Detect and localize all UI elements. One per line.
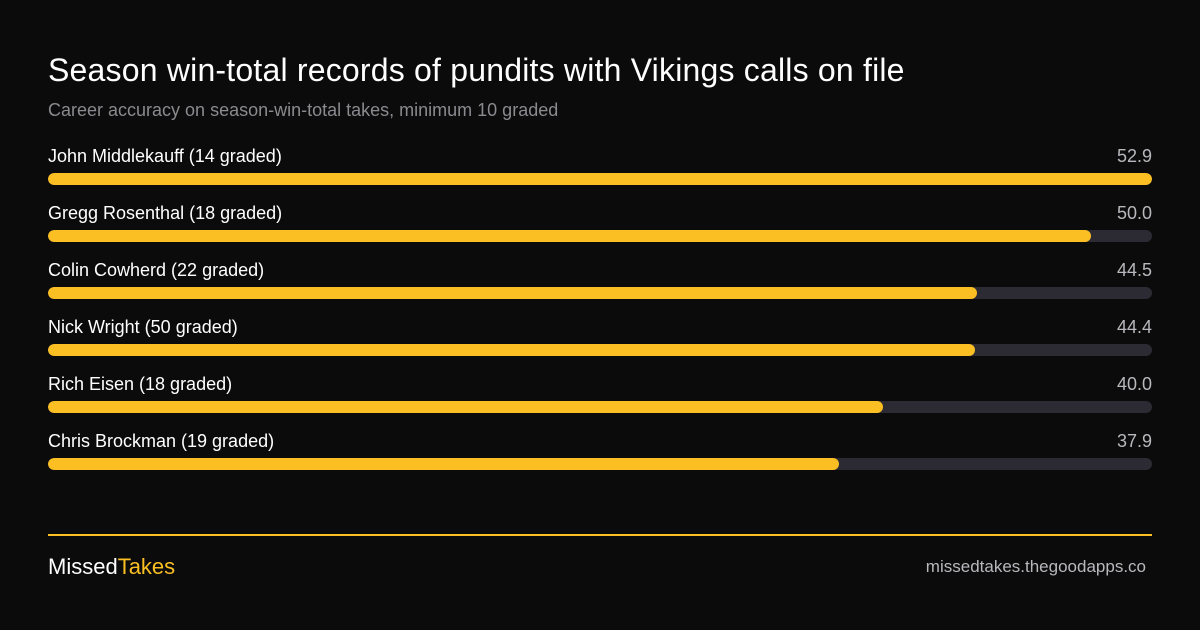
bar-fill xyxy=(48,401,883,413)
bar-row: Rich Eisen (18 graded) 40.0 xyxy=(48,371,1152,428)
bar-track xyxy=(48,173,1152,185)
brand-word-takes: Takes xyxy=(117,554,176,579)
bar-track xyxy=(48,230,1152,242)
footer-divider xyxy=(48,534,1152,536)
bar-label: Colin Cowherd (22 graded) xyxy=(48,260,265,280)
bar-row: Gregg Rosenthal (18 graded) 50.0 xyxy=(48,200,1152,257)
bar-fill xyxy=(48,230,1091,242)
chart-title: Season win-total records of pundits with… xyxy=(48,52,905,88)
bar-row: Chris Brockman (19 graded) 37.9 xyxy=(48,428,1152,485)
bar-fill xyxy=(48,344,975,356)
bar-label: Nick Wright (50 graded) xyxy=(48,317,238,337)
bar-list: John Middlekauff (14 graded) 52.9 Gregg Ro… xyxy=(48,143,1152,485)
bar-track xyxy=(48,401,1152,413)
chart-subtitle: Career accuracy on season-win-total take… xyxy=(48,100,559,120)
bar-track xyxy=(48,287,1152,299)
bar-value-label: 44.4 xyxy=(1116,317,1152,337)
bar-fill xyxy=(48,458,839,470)
bar-track xyxy=(48,344,1152,356)
bar-label: Gregg Rosenthal (18 graded) xyxy=(48,203,283,223)
bar-value-label: 52.9 xyxy=(1116,146,1152,166)
bar-row: Nick Wright (50 graded) 44.4 xyxy=(48,314,1152,371)
bar-value-label: 44.5 xyxy=(1116,260,1152,280)
bar-label: Rich Eisen (18 graded) xyxy=(48,374,233,394)
bar-fill xyxy=(48,173,1152,185)
bar-track xyxy=(48,458,1152,470)
bar-row: Colin Cowherd (22 graded) 44.5 xyxy=(48,257,1152,314)
bar-label: Chris Brockman (19 graded) xyxy=(48,431,275,451)
bar-label: John Middlekauff (14 graded) xyxy=(48,146,282,166)
bar-value-label: 37.9 xyxy=(1116,431,1152,451)
bar-value-label: 40.0 xyxy=(1116,374,1152,394)
site-url: missedtakes.thegoodapps.co xyxy=(925,557,1146,576)
brand-word-missed: Missed xyxy=(48,554,118,579)
brand-logo: MissedTakes xyxy=(48,554,175,580)
bar-row: John Middlekauff (14 graded) 52.9 xyxy=(48,143,1152,200)
bar-value-label: 50.0 xyxy=(1116,203,1152,223)
bar-fill xyxy=(48,287,977,299)
